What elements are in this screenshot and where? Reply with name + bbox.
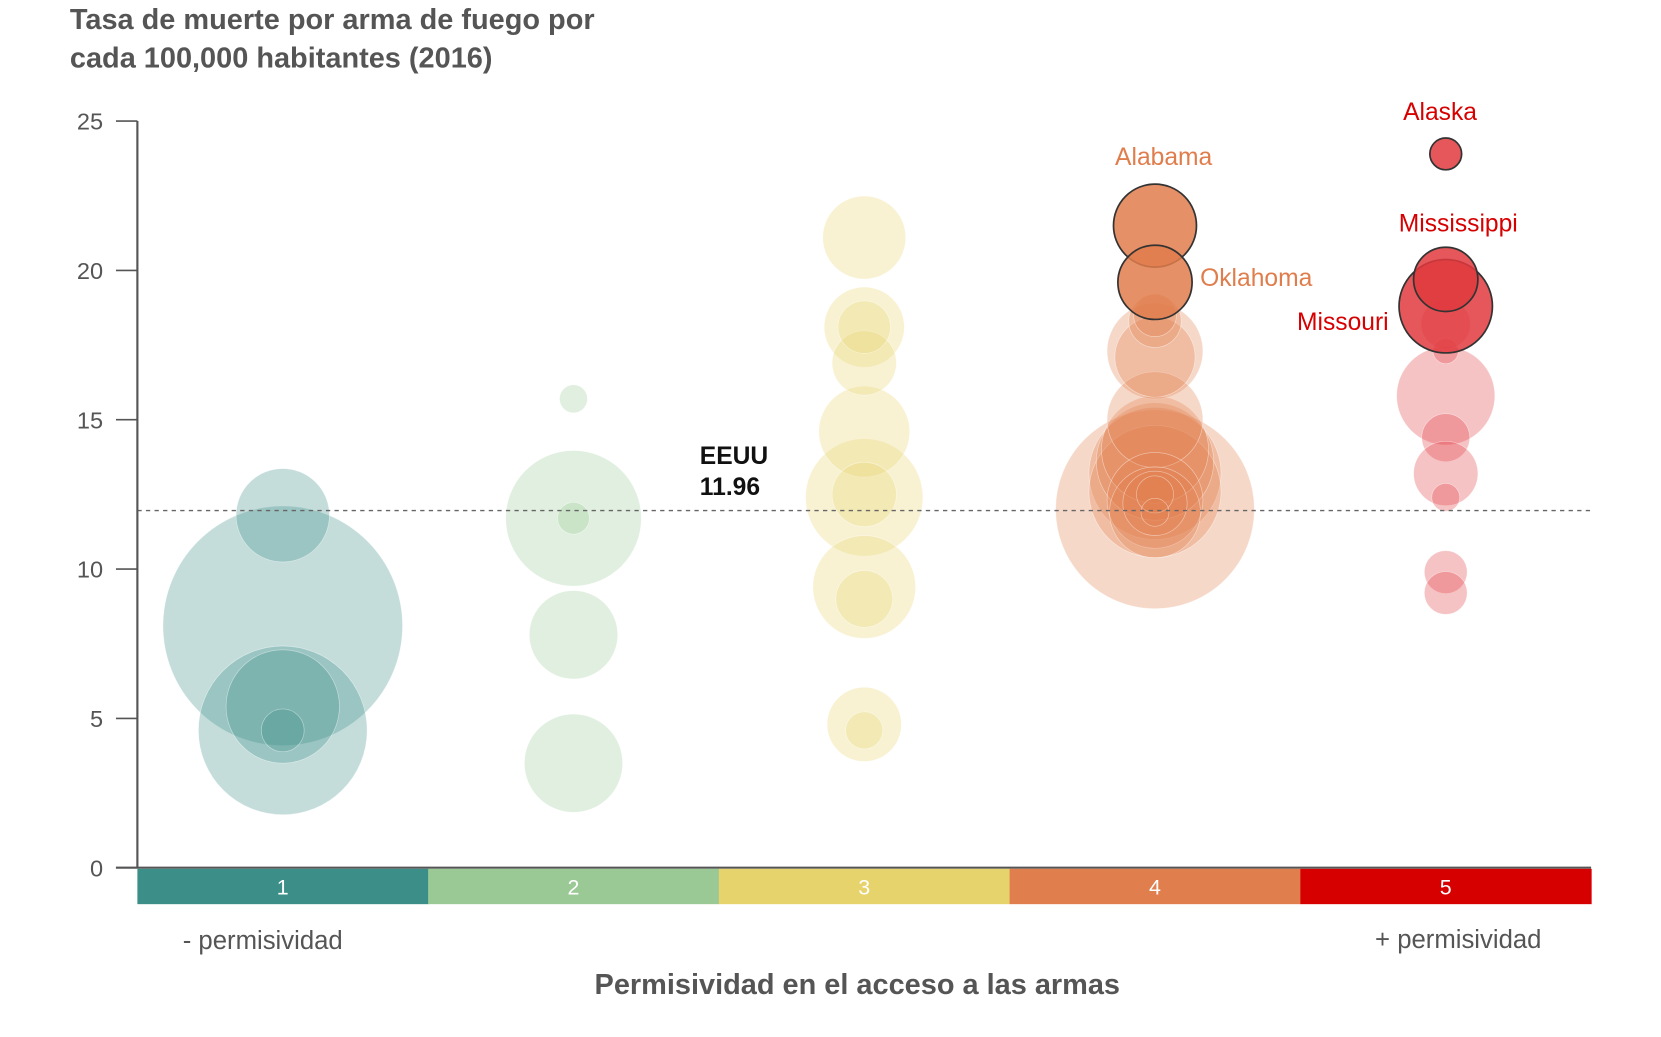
bubble-cat4[interactable] xyxy=(1106,371,1204,468)
bubble-cat1[interactable] xyxy=(225,649,340,764)
bubble-cat4[interactable] xyxy=(1122,470,1188,536)
category-band-2 xyxy=(428,868,720,905)
bubble-cat4[interactable] xyxy=(1055,409,1255,609)
chart-title-line1: Tasa de muerte por arma de fuego por xyxy=(70,4,595,36)
bubble-cat3[interactable] xyxy=(818,385,911,478)
category-label: 5 xyxy=(1440,876,1452,900)
bubble-cat2[interactable] xyxy=(559,384,588,414)
bubble-cat4[interactable] xyxy=(1088,407,1222,540)
bubble-cat5[interactable] xyxy=(1413,441,1479,506)
y-tick-label: 5 xyxy=(90,706,103,732)
bubble-cat3[interactable] xyxy=(845,711,884,750)
x-axis-title: Permisividad en el acceso a las armas xyxy=(595,969,1120,1001)
annotation-oklahoma: Oklahoma xyxy=(1200,265,1313,292)
y-tick-label: 0 xyxy=(90,855,103,881)
category-band-1 xyxy=(137,868,429,905)
category-label: 3 xyxy=(858,876,870,900)
bubble-cat3[interactable] xyxy=(823,286,905,368)
y-axis: 0 5 10 15 20 25 xyxy=(77,109,1592,881)
bubble-cat4[interactable] xyxy=(1136,475,1174,514)
annotation-mississippi: Mississippi xyxy=(1399,210,1518,237)
bubble-cat2[interactable] xyxy=(524,713,623,813)
bubble-cat3[interactable] xyxy=(805,438,924,557)
bubble-cat4[interactable] xyxy=(1101,395,1209,504)
category-label: 1 xyxy=(277,876,289,900)
bubble-cat5[interactable] xyxy=(1421,413,1471,462)
bubble-cat4[interactable] xyxy=(1140,498,1170,527)
bubbles-layer xyxy=(162,137,1496,816)
category-band-5 xyxy=(1300,868,1592,905)
bubble-cat5[interactable] xyxy=(1431,483,1461,512)
bubble-cat3[interactable] xyxy=(837,300,891,354)
y-tick-label: 25 xyxy=(77,109,103,135)
bubble-cat5[interactable] xyxy=(1423,571,1468,615)
chart-title-line2: cada 100,000 habitantes (2016) xyxy=(70,42,493,74)
reference-value: 11.96 xyxy=(700,474,760,501)
annotation-missouri: Missouri xyxy=(1297,309,1389,336)
bubble-cat3[interactable] xyxy=(831,330,897,396)
bubble-cat2[interactable] xyxy=(557,502,590,535)
category-band-3 xyxy=(718,868,1011,905)
y-tick-label: 10 xyxy=(77,557,103,583)
bubble-cat3[interactable] xyxy=(812,535,916,639)
bubble-cat1[interactable] xyxy=(235,468,330,563)
bubble-cat2[interactable] xyxy=(529,590,618,680)
bubble-cat1[interactable] xyxy=(162,505,403,746)
low-permissiveness-note: - permisividad xyxy=(183,927,343,955)
category-label: 2 xyxy=(568,876,580,900)
reference-label: EEUU xyxy=(700,443,768,470)
bubble-cat3[interactable] xyxy=(826,686,902,762)
bubble-cat4[interactable] xyxy=(1109,466,1201,559)
bubble-cat3[interactable] xyxy=(835,570,893,628)
category-label: 4 xyxy=(1149,876,1161,900)
bubble-cat5[interactable] xyxy=(1423,550,1468,594)
y-tick-label: 20 xyxy=(77,258,103,284)
bubble-alaska[interactable] xyxy=(1428,137,1463,171)
high-permissiveness-note: + permisividad xyxy=(1375,926,1541,954)
bubble-cat3[interactable] xyxy=(831,461,897,527)
annotation-alabama: Alabama xyxy=(1115,144,1212,171)
bubble-cat2[interactable] xyxy=(505,450,642,587)
category-band-4 xyxy=(1009,868,1301,905)
y-tick-label: 15 xyxy=(77,407,103,433)
bubble-cat1[interactable] xyxy=(198,645,368,816)
bubble-oklahoma[interactable] xyxy=(1117,244,1193,321)
category-bar: 1 2 3 4 5 xyxy=(137,868,1592,905)
bubble-cat4[interactable] xyxy=(1095,402,1214,521)
bubble-cat1[interactable] xyxy=(261,708,305,753)
bubble-cat3[interactable] xyxy=(822,195,907,280)
bubble-mississippi[interactable] xyxy=(1412,246,1479,313)
annotation-alaska: Alaska xyxy=(1403,99,1477,126)
